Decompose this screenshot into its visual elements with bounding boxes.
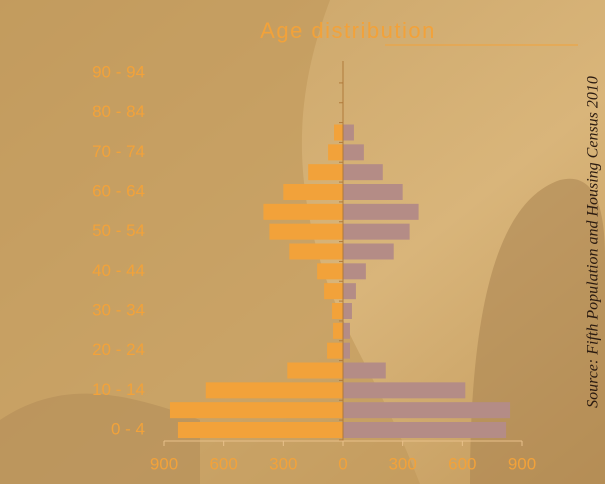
bar	[343, 402, 511, 419]
bar	[343, 342, 350, 359]
y-tick-label: 40 - 44	[92, 261, 145, 280]
chart-title: Age distribution	[260, 18, 436, 43]
bar	[205, 382, 343, 399]
bar	[343, 303, 352, 319]
y-tick-label: 10 - 14	[92, 380, 145, 399]
y-tick-label: 60 - 64	[92, 181, 145, 200]
bar	[328, 144, 343, 161]
bar	[343, 164, 383, 181]
bar	[343, 283, 356, 300]
y-tick-label: 50 - 54	[92, 221, 145, 240]
bar	[343, 144, 364, 161]
x-tick-label: 900	[150, 454, 178, 473]
y-tick-label: 20 - 24	[92, 340, 145, 359]
bar	[177, 422, 343, 438]
background-shape	[0, 393, 200, 484]
bar	[343, 322, 350, 339]
bar	[289, 243, 343, 260]
bar	[327, 342, 343, 359]
y-tick-label: 90 - 94	[92, 62, 145, 81]
bar	[343, 243, 394, 260]
bar	[343, 263, 366, 280]
bar	[269, 223, 343, 240]
bar	[263, 203, 343, 220]
y-tick-label: 70 - 74	[92, 142, 145, 161]
bar	[334, 124, 343, 141]
bar	[343, 382, 466, 399]
x-tick-label: 600	[448, 454, 476, 473]
y-tick-label: 80 - 84	[92, 102, 145, 121]
bar	[332, 303, 343, 319]
y-tick-label: 30 - 34	[92, 300, 145, 319]
bar	[283, 184, 343, 200]
bar	[333, 322, 343, 339]
x-tick-label: 300	[269, 454, 297, 473]
bar	[317, 263, 343, 280]
x-tick-label: 600	[209, 454, 237, 473]
bar	[343, 184, 403, 200]
x-tick-label: 0	[338, 454, 347, 473]
bar	[343, 422, 507, 438]
bar	[308, 164, 343, 181]
bar	[343, 362, 386, 379]
bar	[324, 283, 343, 300]
x-tick-label: 900	[508, 454, 536, 473]
bar	[287, 362, 343, 379]
source-note: Source: Fifth Population and Housing Cen…	[585, 76, 602, 408]
x-tick-label: 300	[388, 454, 416, 473]
bar	[343, 124, 354, 141]
bar	[343, 203, 419, 220]
y-tick-label: 0 - 4	[111, 419, 145, 438]
bar	[343, 223, 410, 240]
bar	[169, 402, 343, 419]
